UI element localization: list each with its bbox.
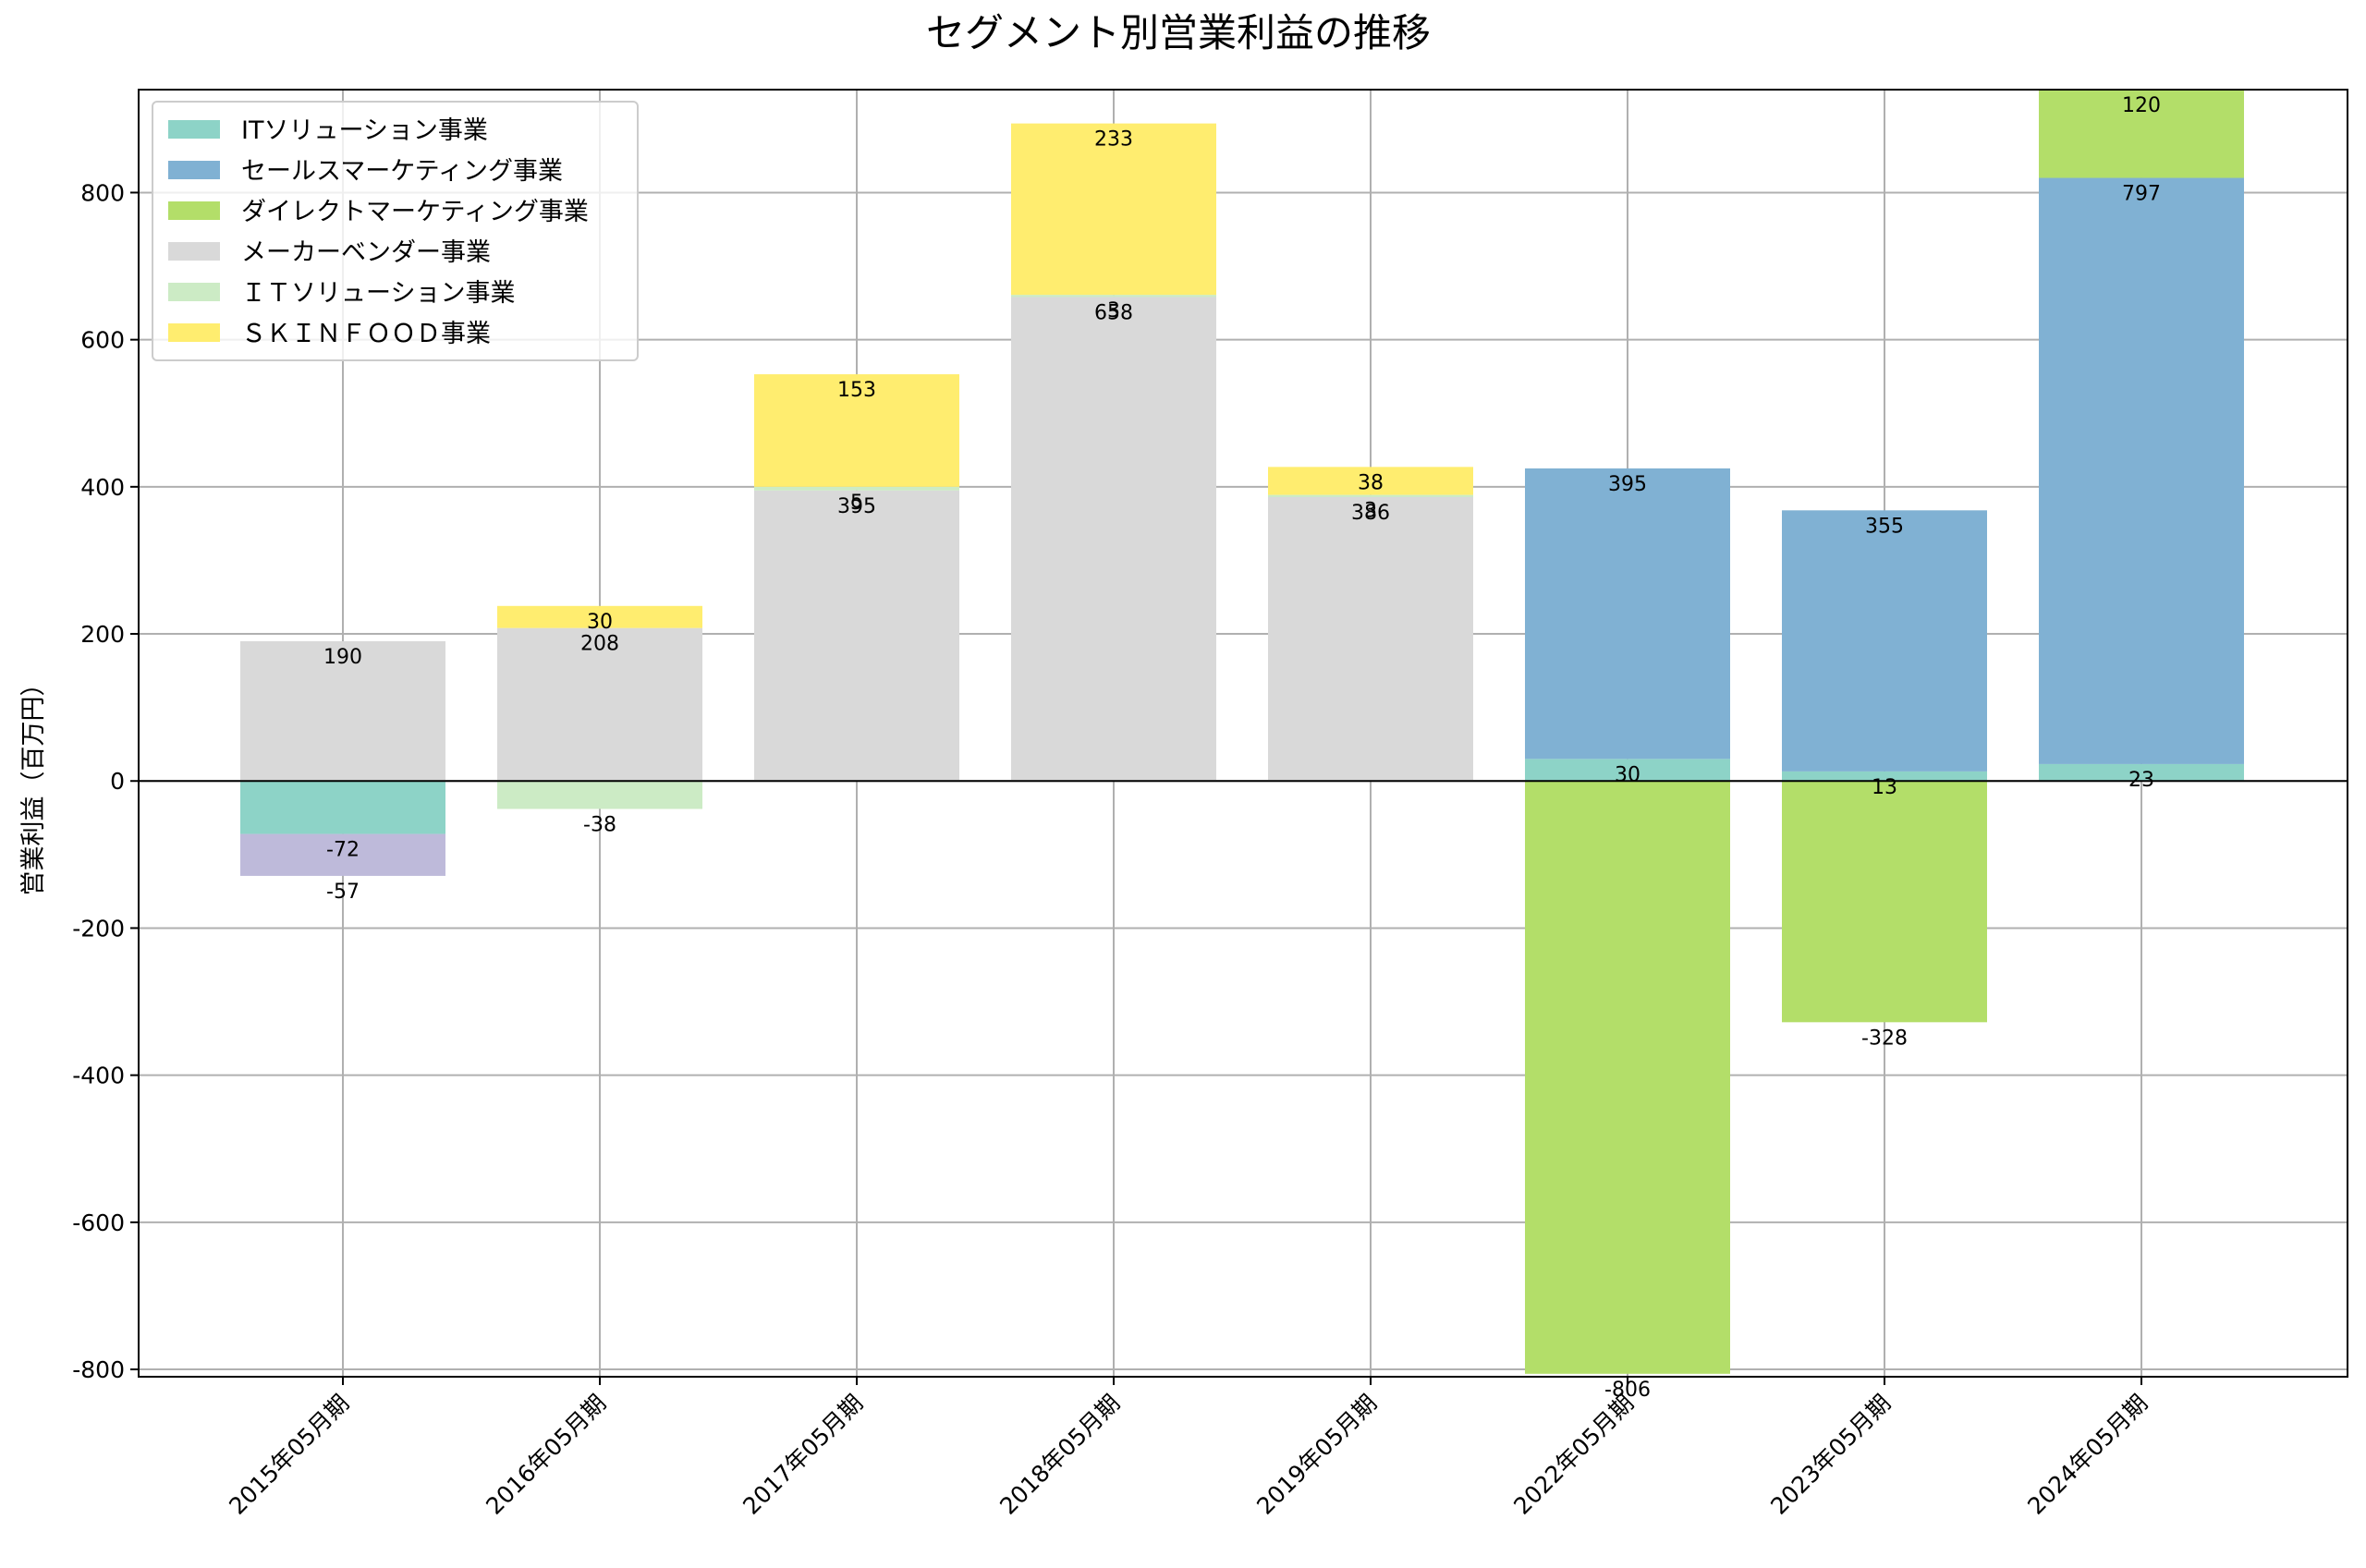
data-label: -38 [583,813,616,836]
bar-segment [1011,123,1216,296]
data-label: -328 [1861,1027,1908,1050]
legend-label: ダイレクトマーケティング事業 [241,198,589,226]
bar-segment [1525,781,1730,1374]
bars [240,90,2244,1374]
x-tick-label: 2016年05月期 [481,1390,611,1520]
data-label: 120 [2122,94,2161,117]
data-label: 3 [1107,299,1120,322]
legend: ITソリューション事業セールスマーケティング事業ダイレクトマーケティング事業メー… [152,101,639,361]
y-tick-label: -200 [72,915,125,942]
data-labels: -72190-57208-383039551536583233386338303… [323,94,2161,1402]
data-label: 13 [1872,776,1897,799]
bar-segment [240,833,445,876]
bar-segment [1268,496,1473,782]
y-tick-label: 400 [80,474,125,501]
y-axis-label: 営業利益（百万円） [19,672,48,896]
y-tick-label: -800 [72,1356,125,1383]
legend-label: メーカーベンダー事業 [241,238,491,267]
data-label: 38 [1358,471,1384,494]
bar-segment [754,490,959,782]
data-label: 233 [1094,128,1133,152]
chart-title: セグメント別営業利益の推移 [926,10,1431,55]
bar-segment [240,641,445,782]
legend-label: ＳＫＩＮＦＯＯＤ事業 [241,320,491,348]
bar-segment [754,374,959,487]
bar-segment [1011,297,1216,782]
data-label: 190 [323,646,362,669]
bar-segment [2039,90,2244,178]
bar-segment [1782,781,1987,1023]
data-label: 153 [837,379,876,402]
data-label: -57 [326,881,360,904]
bar-segment [1268,467,1473,495]
data-label: 208 [580,633,619,656]
bar-segment [1782,771,1987,782]
y-tick-label: 200 [80,621,125,648]
x-tick-label: 2019年05月期 [1251,1390,1382,1520]
bar-segment [754,486,959,491]
data-label: 5 [850,492,863,515]
bar-segment [1268,494,1473,497]
x-tick-label: 2015年05月期 [224,1390,354,1520]
x-tick-label: 2018年05月期 [994,1390,1125,1520]
bar-segment [2039,177,2244,764]
bar-segment [1525,468,1730,760]
bar-segment [1525,759,1730,782]
y-tick-label: -400 [72,1063,125,1089]
x-tick-label: 2024年05月期 [2022,1390,2153,1520]
legend-swatch [168,201,220,220]
plot-frame [138,89,2348,1378]
data-label: 355 [1865,515,1904,538]
data-label: 30 [587,611,613,634]
legend-label: セールスマーケティング事業 [241,157,563,186]
legend-swatch [168,323,220,342]
data-label: 30 [1615,763,1640,786]
data-label: -72 [326,839,360,862]
data-label: 395 [837,495,876,518]
legend-swatch [168,242,220,261]
legend-box [152,101,639,361]
legend-label: ＩＴソリューション事業 [241,279,515,308]
bar-segment [2039,763,2244,782]
data-label: 658 [1094,301,1133,324]
legend-swatch [168,120,220,139]
bar-segment [497,605,702,628]
data-label: 797 [2122,183,2161,206]
bar-segment [1782,510,1987,772]
legend-label: ITソリューション事業 [241,116,488,145]
data-label: 395 [1608,473,1647,496]
y-tick-label: 600 [80,327,125,354]
data-label: 3 [1364,500,1377,523]
x-tick-label: 2022年05月期 [1508,1390,1639,1520]
bar-segment [240,781,445,834]
bar-segment [1011,295,1216,298]
legend-swatch [168,283,220,301]
x-tick-label: 2017年05月期 [738,1390,868,1520]
x-tick-label: 2023年05月期 [1765,1390,1896,1520]
legend-swatch [168,161,220,179]
bar-segment [497,627,702,782]
y-tick-label: 0 [110,768,125,795]
bar-segment [497,781,702,809]
y-tick-label: 800 [80,179,125,206]
data-label: 386 [1351,502,1390,525]
y-tick-label: -600 [72,1209,125,1236]
